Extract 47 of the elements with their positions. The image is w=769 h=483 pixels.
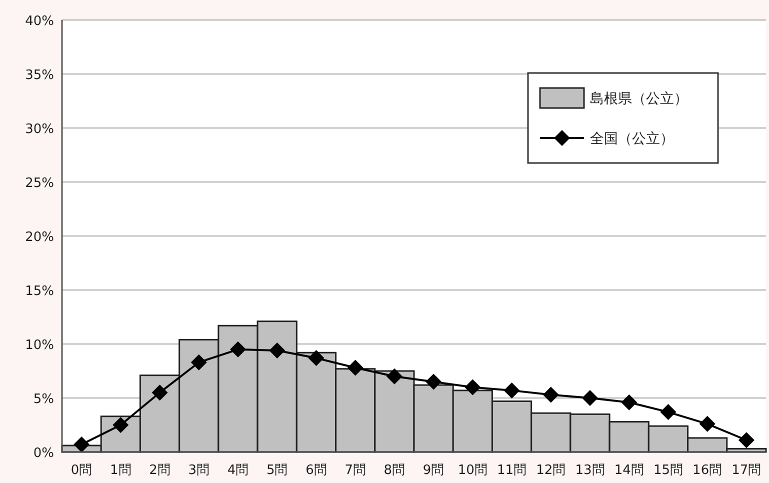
x-tick-label: 1問 [110, 463, 132, 478]
x-tick-label: 6問 [306, 463, 327, 478]
y-tick-label: 35% [25, 68, 54, 83]
x-tick-label: 16問 [692, 463, 722, 478]
point [582, 390, 598, 406]
x-tick-label: 10問 [458, 463, 488, 478]
point [504, 382, 520, 398]
y-tick-label: 20% [25, 230, 54, 245]
point [660, 404, 676, 420]
y-tick-label: 30% [25, 122, 54, 137]
x-tick-label: 9問 [422, 463, 444, 478]
point [74, 436, 90, 452]
point [308, 350, 324, 366]
y-tick-label: 40% [25, 14, 54, 29]
x-tick-label: 17問 [732, 463, 762, 478]
x-tick-label: 14問 [614, 463, 644, 478]
point [464, 379, 481, 396]
legend-label: 全国（公立） [590, 131, 674, 147]
x-tick-label: 12問 [536, 463, 566, 478]
y-tick-label: 15% [25, 284, 54, 299]
point [699, 416, 716, 432]
x-tick-label: 0問 [70, 463, 92, 478]
point [738, 432, 754, 448]
y-tick-label: 25% [25, 176, 54, 191]
x-tick-label: 5問 [266, 463, 288, 478]
point [112, 417, 129, 433]
point [152, 384, 168, 401]
point [542, 386, 559, 403]
y-tick-label: 5% [33, 392, 54, 407]
y-tick-label: 0% [33, 446, 54, 461]
legend-label: 島根県（公立） [590, 91, 688, 107]
x-tick-label: 13問 [575, 463, 605, 478]
point [190, 354, 207, 370]
point [621, 394, 638, 410]
x-tick-label: 8問 [384, 463, 406, 478]
x-tick-label: 4問 [227, 463, 249, 478]
y-tick-label: 10% [25, 338, 54, 353]
x-tick-label: 11問 [497, 463, 527, 478]
point [386, 368, 402, 384]
point [426, 374, 442, 390]
point [269, 342, 286, 358]
point [230, 341, 246, 358]
x-tick-label: 15問 [653, 463, 683, 478]
x-tick-label: 7問 [344, 463, 366, 478]
x-tick-label: 3問 [188, 463, 210, 478]
point [347, 360, 364, 376]
x-tick-label: 2問 [149, 463, 170, 478]
